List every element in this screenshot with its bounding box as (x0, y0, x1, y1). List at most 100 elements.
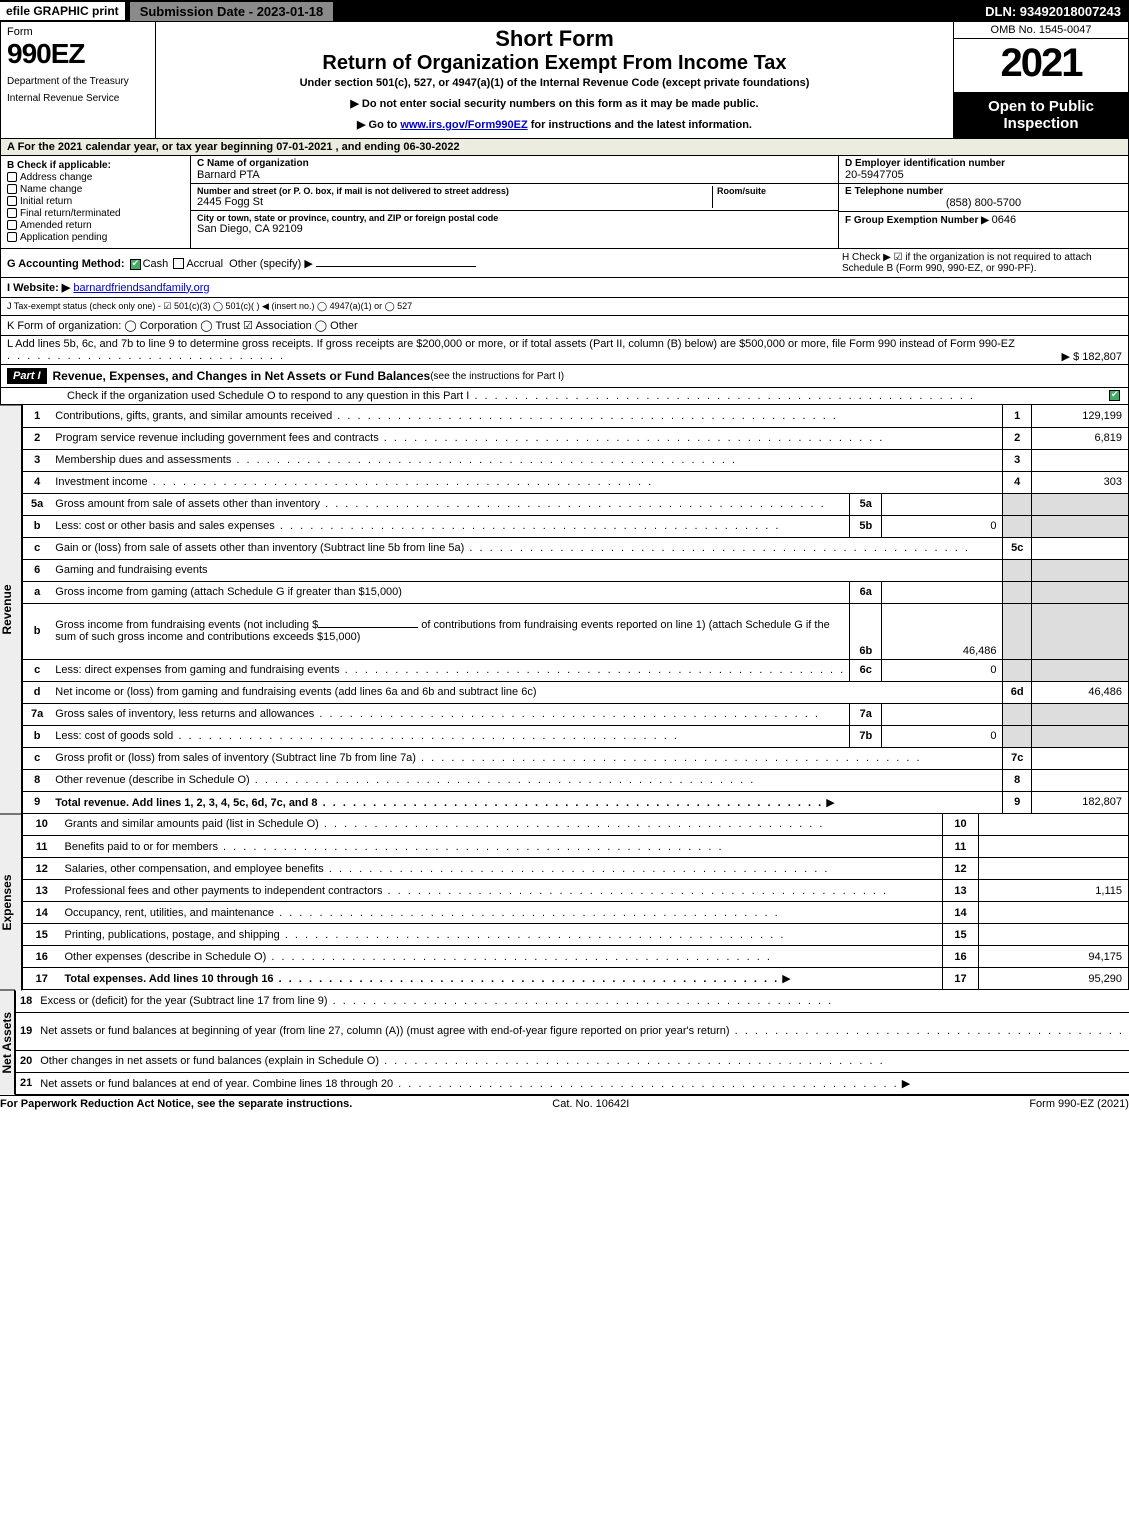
header-center: Short Form Return of Organization Exempt… (156, 22, 953, 138)
expenses-side-label: Expenses (0, 814, 22, 991)
line-l-amount: ▶ $ 182,807 (1062, 350, 1122, 363)
part-1-check-row: Check if the organization used Schedule … (0, 388, 1129, 405)
dept-treasury: Department of the Treasury (7, 76, 149, 87)
chk-application-pending-label: Application pending (20, 232, 107, 243)
irs-link[interactable]: www.irs.gov/Form990EZ (400, 119, 527, 131)
col-c: C Name of organization Barnard PTA Numbe… (191, 156, 838, 248)
dln: DLN: 93492018007243 (977, 2, 1129, 21)
city-state-zip: San Diego, CA 92109 (197, 223, 832, 235)
line-6c: cLess: direct expenses from gaming and f… (23, 659, 1129, 681)
line-a: A For the 2021 calendar year, or tax yea… (0, 139, 1129, 156)
line-g-h: G Accounting Method: Cash Accrual Other … (0, 249, 1129, 278)
line-20: 20Other changes in net assets or fund ba… (16, 1050, 1129, 1072)
chk-address-change[interactable]: Address change (7, 172, 184, 183)
line-5a: 5aGross amount from sale of assets other… (23, 493, 1129, 515)
line-6: 6Gaming and fundraising events (23, 559, 1129, 581)
chk-final-return-label: Final return/terminated (20, 208, 121, 219)
line-g: G Accounting Method: Cash Accrual Other … (7, 257, 476, 270)
tel-label: E Telephone number (845, 186, 1122, 197)
col-b: B Check if applicable: Address change Na… (1, 156, 191, 248)
line-11: 11Benefits paid to or for members11 (23, 836, 1129, 858)
chk-application-pending[interactable]: Application pending (7, 232, 184, 243)
line-6b: bGross income from fundraising events (n… (23, 603, 1129, 659)
form-ref: Form 990-EZ (2021) (1029, 1098, 1129, 1110)
under-section: Under section 501(c), 527, or 4947(a)(1)… (162, 77, 947, 89)
form-label: Form (7, 26, 149, 38)
efile-print[interactable]: efile GRAPHIC print (0, 2, 125, 20)
short-form-title: Short Form (162, 26, 947, 52)
website-link[interactable]: barnardfriendsandfamily.org (73, 282, 209, 294)
revenue-table: 1Contributions, gifts, grants, and simil… (22, 405, 1129, 814)
line-a-text: A For the 2021 calendar year, or tax yea… (7, 141, 460, 153)
chk-amended-return-label: Amended return (20, 220, 92, 231)
part-1-checkbox[interactable] (1109, 390, 1120, 401)
goto-pre: ▶ Go to (357, 119, 400, 131)
chk-name-change[interactable]: Name change (7, 184, 184, 195)
goto-post: for instructions and the latest informat… (528, 119, 752, 131)
expenses-section: Expenses 10Grants and similar amounts pa… (0, 814, 1129, 991)
line-k: K Form of organization: ◯ Corporation ◯ … (0, 316, 1129, 336)
cat-no: Cat. No. 10642I (552, 1098, 629, 1110)
line-17: 17Total expenses. Add lines 10 through 1… (23, 968, 1129, 990)
line-7a: 7aGross sales of inventory, less returns… (23, 703, 1129, 725)
line-i-row: I Website: ▶ barnardfriendsandfamily.org (0, 278, 1129, 298)
revenue-side-label: Revenue (0, 405, 22, 814)
line-2: 2Program service revenue including gover… (23, 427, 1129, 449)
chk-cash[interactable] (130, 259, 141, 270)
form-header: Form 990EZ Department of the Treasury In… (0, 22, 1129, 139)
line-5c: cGain or (loss) from sale of assets othe… (23, 537, 1129, 559)
line-10: 10Grants and similar amounts paid (list … (23, 814, 1129, 836)
chk-amended-return[interactable]: Amended return (7, 220, 184, 231)
room-label: Room/suite (717, 186, 832, 196)
line-12: 12Salaries, other compensation, and empl… (23, 858, 1129, 880)
header-left: Form 990EZ Department of the Treasury In… (1, 22, 156, 138)
addr-label: Number and street (or P. O. box, if mail… (197, 186, 712, 196)
tax-year: 2021 (954, 39, 1128, 92)
org-name-label: C Name of organization (197, 158, 832, 169)
other-input[interactable] (316, 266, 476, 267)
line-h: H Check ▶ ☑ if the organization is not r… (842, 252, 1122, 274)
group-exemption: 0646 (992, 214, 1016, 226)
line-21: 21Net assets or fund balances at end of … (16, 1072, 1129, 1094)
group-exemption-label: F Group Exemption Number ▶ (845, 215, 989, 226)
part-1-header: Part I Revenue, Expenses, and Changes in… (0, 365, 1129, 388)
line-l-text: L Add lines 5b, 6c, and 7b to line 9 to … (7, 338, 1015, 350)
org-name: Barnard PTA (197, 169, 832, 181)
irs: Internal Revenue Service (7, 93, 149, 104)
line-j: J Tax-exempt status (check only one) - ☑… (0, 298, 1129, 316)
part-1-title: Revenue, Expenses, and Changes in Net As… (53, 369, 431, 383)
netassets-side-label: Net Assets (0, 990, 15, 1095)
top-bar: efile GRAPHIC print Submission Date - 20… (0, 0, 1129, 22)
line-14: 14Occupancy, rent, utilities, and mainte… (23, 902, 1129, 924)
ssn-warning: ▶ Do not enter social security numbers o… (162, 97, 947, 110)
submission-date: Submission Date - 2023-01-18 (129, 1, 335, 22)
omb-number: OMB No. 1545-0047 (954, 22, 1128, 39)
part-1-check-text: Check if the organization used Schedule … (7, 390, 975, 402)
cash-label: Cash (143, 258, 169, 270)
line-19: 19Net assets or fund balances at beginni… (16, 1012, 1129, 1050)
chk-initial-return[interactable]: Initial return (7, 196, 184, 207)
line-5b: bLess: cost or other basis and sales exp… (23, 515, 1129, 537)
netassets-table: 18Excess or (deficit) for the year (Subt… (15, 990, 1129, 1095)
line-7b: bLess: cost of goods sold7b0 (23, 725, 1129, 747)
line-i-label: I Website: ▶ (7, 281, 70, 294)
page-footer: For Paperwork Reduction Act Notice, see … (0, 1095, 1129, 1112)
line-g-label: G Accounting Method: (7, 258, 125, 270)
line-l: L Add lines 5b, 6c, and 7b to line 9 to … (0, 336, 1129, 365)
telephone: (858) 800-5700 (845, 197, 1122, 209)
goto-link-row: ▶ Go to www.irs.gov/Form990EZ for instru… (162, 118, 947, 131)
other-specify: Other (specify) ▶ (229, 258, 313, 270)
line-6a: aGross income from gaming (attach Schedu… (23, 581, 1129, 603)
line-7c: cGross profit or (loss) from sales of in… (23, 747, 1129, 769)
block-bcdef: B Check if applicable: Address change Na… (0, 156, 1129, 249)
chk-accrual[interactable] (173, 258, 184, 269)
accrual-label: Accrual (186, 258, 223, 270)
paperwork-notice: For Paperwork Reduction Act Notice, see … (0, 1098, 352, 1110)
chk-final-return[interactable]: Final return/terminated (7, 208, 184, 219)
line-9: 9Total revenue. Add lines 1, 2, 3, 4, 5c… (23, 791, 1129, 813)
city-label: City or town, state or province, country… (197, 213, 832, 223)
netassets-section: Net Assets 18Excess or (deficit) for the… (0, 990, 1129, 1095)
col-d: D Employer identification number 20-5947… (838, 156, 1128, 248)
line-1: 1Contributions, gifts, grants, and simil… (23, 405, 1129, 427)
line-18: 18Excess or (deficit) for the year (Subt… (16, 990, 1129, 1012)
